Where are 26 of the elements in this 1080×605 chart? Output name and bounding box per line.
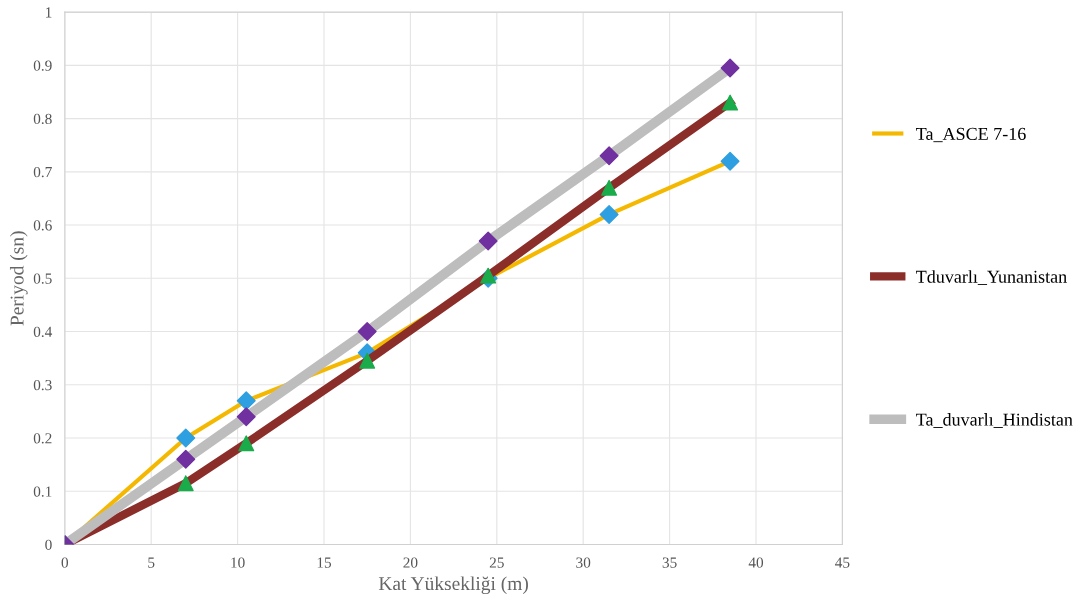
y-tick-label: 0.6 (33, 220, 52, 231)
y-tick-label: 0.8 (33, 113, 52, 125)
y-tick-label: 0.7 (33, 166, 52, 178)
y-tick-label: 0.9 (33, 60, 52, 71)
x-tick-label: 20 (403, 557, 418, 568)
x-tick-label: 45 (835, 557, 850, 568)
y-tick-label: 0.5 (33, 273, 52, 284)
x-tick-label: 25 (489, 557, 504, 568)
y-tick-label: 0.3 (33, 379, 52, 391)
x-tick-label: 30 (576, 557, 591, 568)
x-tick-label: 0 (61, 557, 69, 568)
y-axis-title: Periyod (sn) (9, 231, 28, 326)
legend-label: Ta_duvarlı_Hindistan (916, 413, 1073, 428)
y-tick-label: 1 (46, 7, 52, 18)
y-tick-label: 0 (45, 539, 52, 550)
x-tick-label: 15 (317, 557, 332, 568)
x-axis-title: Kat Yüksekliği (m) (378, 576, 528, 595)
y-tick-label: 0.4 (33, 326, 53, 338)
x-tick-label: 35 (662, 557, 677, 568)
x-tick-label: 5 (148, 557, 155, 568)
x-tick-label: 10 (231, 557, 245, 568)
y-tick-label: 0.2 (33, 433, 52, 444)
legend-label: Ta_ASCE 7-16 (916, 127, 1026, 143)
y-tick-label: 0.1 (33, 486, 52, 497)
x-tick-label: 40 (748, 557, 764, 568)
legend-label: Tduvarlı_Yunanistan (916, 270, 1067, 286)
